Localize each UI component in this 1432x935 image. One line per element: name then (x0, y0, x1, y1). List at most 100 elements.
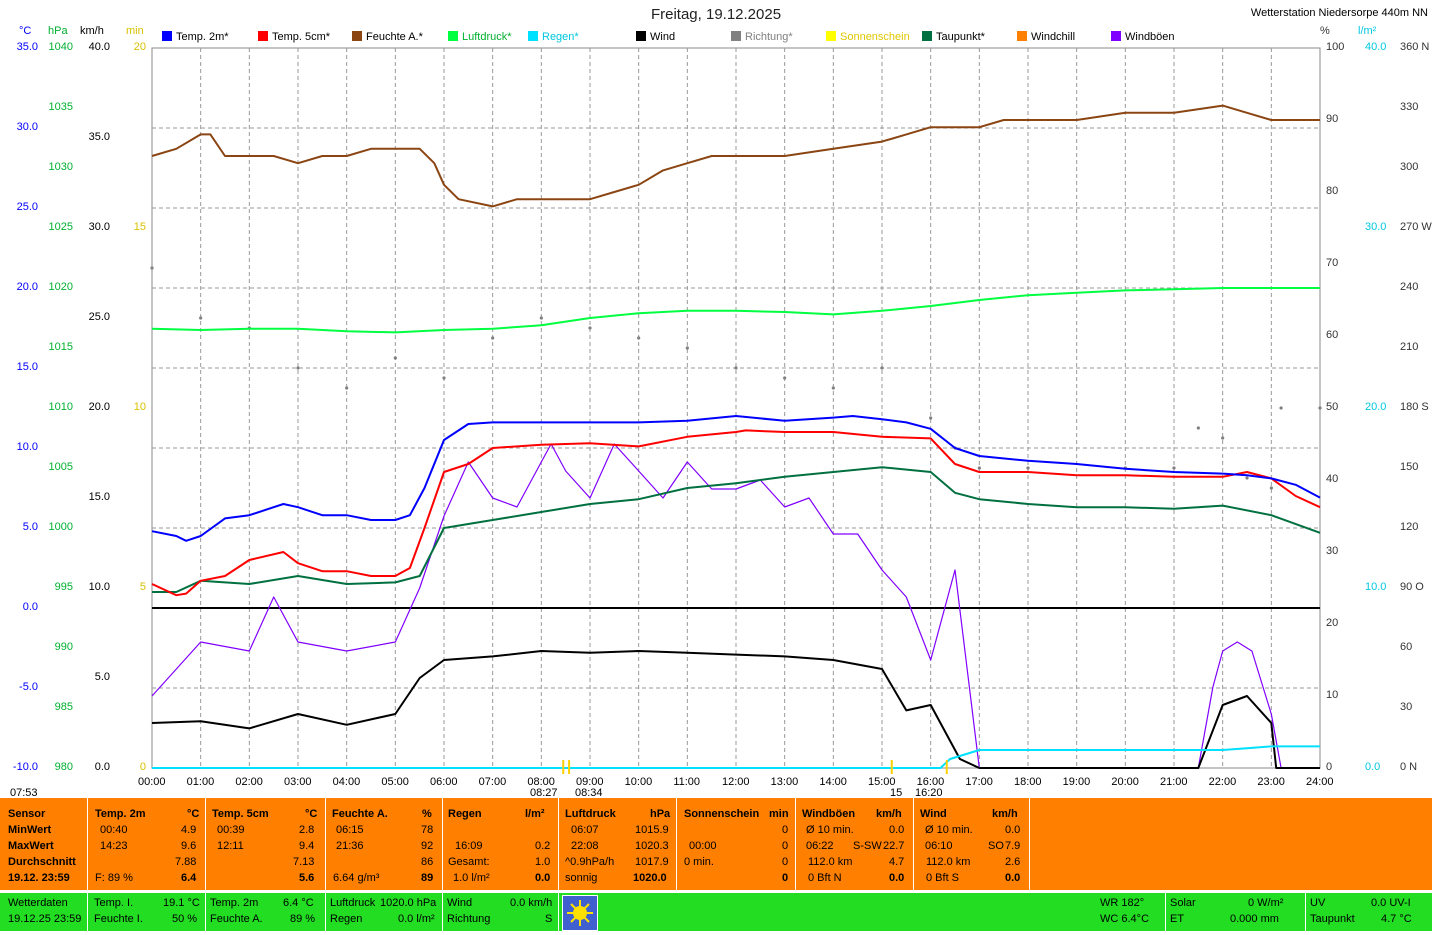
legend-swatch (448, 31, 458, 41)
tick-label: 80 (1326, 185, 1339, 197)
pressure-trend: ^0.9hPa/h (565, 856, 615, 868)
tick-label: 35.0 (88, 131, 110, 143)
x-tick-label: 16:00 (916, 776, 945, 788)
wind-avg10-label: Ø 10 min. (925, 824, 973, 836)
x-tick-label: 05:00 (381, 776, 409, 788)
tick-label: 35.0 (16, 41, 38, 53)
gust-max-time: 06:22 (806, 840, 834, 852)
legend-label: Windchill (1031, 31, 1076, 43)
live-temp-a: 6.4 °C (283, 897, 314, 909)
sun-icon-graphic (567, 900, 593, 926)
marker-label: 15 (890, 787, 903, 799)
x-tick-label: 00:00 (138, 776, 166, 788)
live-dew: 4.7 °C (1381, 913, 1412, 925)
live-solar-label: Solar (1170, 897, 1196, 909)
tick-label: 40.0 (1365, 41, 1387, 53)
humidity-max: 92 (421, 840, 434, 852)
series-line-taupunkt (152, 466, 1321, 593)
rain-max: 0.2 (535, 840, 551, 852)
tick-label: 100 (1326, 41, 1345, 53)
direction-point (1279, 406, 1283, 410)
live-datetime: 19.12.25 23:59 (8, 913, 82, 925)
tick-label: 210 (1400, 341, 1419, 353)
station-name: Wetterstation Niedersorpe 440m NN (1250, 7, 1428, 19)
pressure-min: 1015.9 (635, 824, 669, 836)
tick-label: 15 (133, 221, 146, 233)
pressure-current: 1020.0 (633, 872, 667, 884)
gust-max-dir: S-SW (853, 840, 882, 852)
direction-point (1245, 476, 1249, 480)
tick-label: 10 (1326, 689, 1339, 701)
unit-temp: °C (19, 25, 32, 37)
x-tick-label: 10:00 (624, 776, 653, 788)
x-tick-label: 02:00 (235, 776, 263, 788)
rain-current: 0.0 (535, 872, 551, 884)
rain-rate: 1.0 l/m² (453, 872, 490, 884)
tick-label: 1005 (48, 461, 73, 473)
humidity-avg: 86 (421, 856, 434, 868)
live-dir-label: Richtung (447, 913, 491, 925)
x-tick-label: 03:00 (284, 776, 312, 788)
rain-head: Regen (448, 808, 482, 820)
x-tick-label: 22:00 (1208, 776, 1237, 788)
humidity-unit: % (422, 808, 432, 820)
rain-max-time: 16:09 (455, 840, 483, 852)
x-tick-label: 12:00 (722, 776, 750, 788)
tick-label: 90 (1326, 113, 1339, 125)
live-wr: WR 182° (1100, 897, 1145, 909)
live-press: 1020.0 hPa (380, 897, 437, 909)
direction-point (734, 366, 738, 370)
tick-label: 0.0 (94, 761, 110, 773)
tick-label: 240 (1400, 281, 1419, 293)
temp5cm-current: 5.6 (299, 872, 315, 884)
series-line-temp2m (151, 415, 1321, 542)
tick-label: 5.0 (22, 521, 38, 533)
legend-swatch (826, 31, 836, 41)
tick-label: 0.0 (22, 601, 38, 613)
tick-label: 360 N (1400, 41, 1430, 53)
sunshine-r1: 0 (782, 824, 789, 836)
tick-label: -10.0 (12, 761, 38, 773)
gust-avg10: 0.0 (889, 824, 905, 836)
x-tick-label: 15:00 (868, 776, 896, 788)
legend-item: Sonnenschein (826, 31, 910, 43)
tick-label: 0 (139, 761, 146, 773)
temp2m-max-time: 14:23 (100, 840, 128, 852)
direction-point (1318, 406, 1322, 410)
sunshine-current: 0 (782, 872, 789, 884)
gust-head: Windböen (802, 808, 856, 820)
live-wc: WC 6.4°C (1100, 913, 1150, 925)
series-line-temp5cm (151, 429, 1321, 597)
live-et: 0.000 mm (1230, 913, 1279, 925)
tick-label: 40.0 (88, 41, 110, 53)
direction-point (393, 356, 397, 360)
series-line-wind (151, 650, 1320, 769)
direction-point (977, 466, 981, 470)
x-tick-label: 19:00 (1062, 776, 1091, 788)
temp5cm-head: Temp. 5cm (212, 808, 269, 820)
direction-point (929, 416, 933, 420)
sunshine-r2: 0 (782, 840, 789, 852)
direction-point (1196, 426, 1200, 430)
wind-dist: 112.0 km (926, 856, 971, 868)
temp2m-unit: °C (187, 808, 200, 820)
direction-point (345, 386, 349, 390)
x-tick-label: 14:00 (819, 776, 847, 788)
sunshine-t2: 00:00 (689, 840, 717, 852)
gust-dist: 112.0 km (808, 856, 853, 868)
legend-label: Richtung* (745, 31, 793, 43)
max-label: MaxWert (8, 840, 54, 852)
unit-rain: l/m² (1358, 25, 1377, 37)
tick-label: 25.0 (88, 311, 110, 323)
marker-label: 07:53 (10, 787, 38, 799)
temp2m-max: 9.6 (181, 840, 197, 852)
summary-panel: Sensor MinWert MaxWert Durchschnitt 19.1… (0, 798, 1432, 890)
sunshine-r3: 0 (782, 856, 789, 868)
live-hum-i-label: Feuchte I. (94, 913, 143, 925)
tick-label: 995 (54, 581, 73, 593)
tick-label: 30 (1326, 545, 1339, 557)
pressure-avg: 1017.9 (635, 856, 669, 868)
direction-point (783, 376, 787, 380)
temp2m-avg: 7.88 (175, 856, 197, 868)
direction-point (1221, 436, 1225, 440)
